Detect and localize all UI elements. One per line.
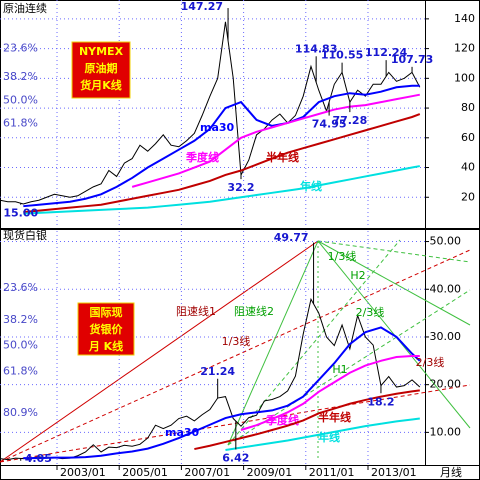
fib-level-label: 23.6%: [3, 281, 38, 294]
extreme-label: 4.05: [25, 452, 52, 465]
y-tick-label: 40: [461, 161, 475, 174]
trend-line: [0, 249, 471, 463]
extreme-label: 49.77: [274, 231, 309, 244]
caption-text: 月 K线: [88, 339, 123, 353]
chart-title: 现货白银: [3, 228, 47, 242]
caption-box: [77, 302, 135, 356]
y-tick-label: 100: [454, 71, 475, 84]
moving-average: [240, 355, 420, 431]
period-label: 月线: [440, 465, 462, 479]
fib-level-label: 50.0%: [3, 339, 38, 352]
fib-level-label: 50.0%: [3, 93, 38, 106]
extreme-label: 107.73: [391, 53, 433, 66]
trend-label: 1/3线: [328, 249, 357, 263]
series-label: ma30: [165, 426, 200, 439]
caption-text: 国际现: [90, 305, 123, 319]
y-tick-label: 50.00: [430, 235, 462, 248]
y-tick-label: 20.00: [430, 378, 462, 391]
extreme-label: 21.24: [200, 365, 235, 378]
trend-label: H2: [350, 269, 365, 282]
y-tick-label: 120: [454, 42, 475, 55]
extreme-label: 147.27: [181, 0, 223, 13]
x-tick-label: 2003/01: [60, 466, 106, 479]
extreme-label: 112.24: [365, 46, 408, 59]
trend-label: 2/3线: [416, 355, 445, 369]
moving-average: [131, 93, 421, 188]
trend-line: [0, 384, 471, 463]
trend-label: H1: [332, 363, 347, 376]
y-tick-label: 60: [461, 131, 475, 144]
extreme-label: 15.00: [3, 207, 38, 220]
caption-box: [71, 41, 131, 99]
fib-level-label: 23.6%: [3, 41, 38, 54]
series-label: ma30: [200, 121, 235, 134]
fib-level-label: 38.2%: [3, 313, 38, 326]
x-tick-label: 2011/01: [309, 466, 355, 479]
x-tick-label: 2009/01: [247, 466, 293, 479]
y-tick-label: 20: [461, 190, 475, 203]
series-label: 半年线: [318, 410, 351, 424]
trend-line: [317, 240, 471, 263]
caption-text: NYMEX: [79, 45, 124, 58]
x-tick-label: 2007/01: [184, 466, 230, 479]
fib-level-label: 61.8%: [3, 117, 38, 130]
trend-line: [0, 240, 319, 463]
extreme-label: 114.83: [295, 42, 337, 55]
caption-text: 货银价: [89, 322, 124, 336]
trend-line: [227, 239, 401, 446]
fib-level-label: 80.9%: [3, 406, 38, 419]
trend-label: 阻速线1: [176, 304, 216, 318]
moving-average: [23, 326, 421, 460]
extreme-label: 74.95: [312, 118, 347, 131]
series-label: 年线: [318, 430, 340, 444]
moving-average: [194, 389, 420, 451]
extreme-label: 110.55: [321, 49, 363, 62]
caption-text: 货月K线: [79, 78, 122, 92]
x-tick-label: 2013/01: [371, 466, 417, 479]
extreme-label: 32.2: [227, 181, 254, 194]
trend-label: 阻速线2: [234, 304, 274, 318]
panel: 20 40 60 80 100 120 140 23.6% 38.2% 50.0% 61.8% ma3…: [0, 0, 475, 228]
series-label: 季度线: [265, 413, 299, 427]
x-tick-label: 2005/01: [122, 466, 168, 479]
fib-level-label: 38.2%: [3, 70, 38, 83]
moving-average: [225, 417, 420, 452]
trend-line: [317, 240, 471, 326]
extreme-label: 18.2: [367, 395, 394, 408]
series-label: 季度线: [185, 150, 219, 164]
series-label: 年线: [300, 179, 322, 193]
y-tick-label: 10.00: [430, 425, 462, 438]
series-label: 半年线: [266, 150, 299, 164]
trend-label: 2/3线: [356, 305, 385, 319]
panel: 10.00 20.00 30.00 40.00 50.00 23.6% 38.2% 50.0%…: [0, 231, 462, 479]
fib-level-label: 61.8%: [3, 364, 38, 377]
trend-line: [227, 240, 319, 446]
y-tick-label: 30.00: [430, 330, 462, 343]
trend-label: 1/3线: [222, 334, 251, 348]
y-tick-label: 80: [461, 101, 475, 114]
moving-average: [23, 165, 421, 215]
caption-text: 原油期: [85, 61, 118, 75]
moving-average: [23, 84, 420, 208]
extreme-label: 6.42: [222, 451, 249, 464]
moving-average: [23, 113, 421, 214]
extreme-label: 77.28: [332, 114, 367, 127]
y-tick-label: 40.00: [430, 282, 462, 295]
y-tick-label: 140: [454, 12, 475, 25]
trend-line: [227, 289, 471, 446]
chart-title: 原油连续: [3, 1, 47, 15]
